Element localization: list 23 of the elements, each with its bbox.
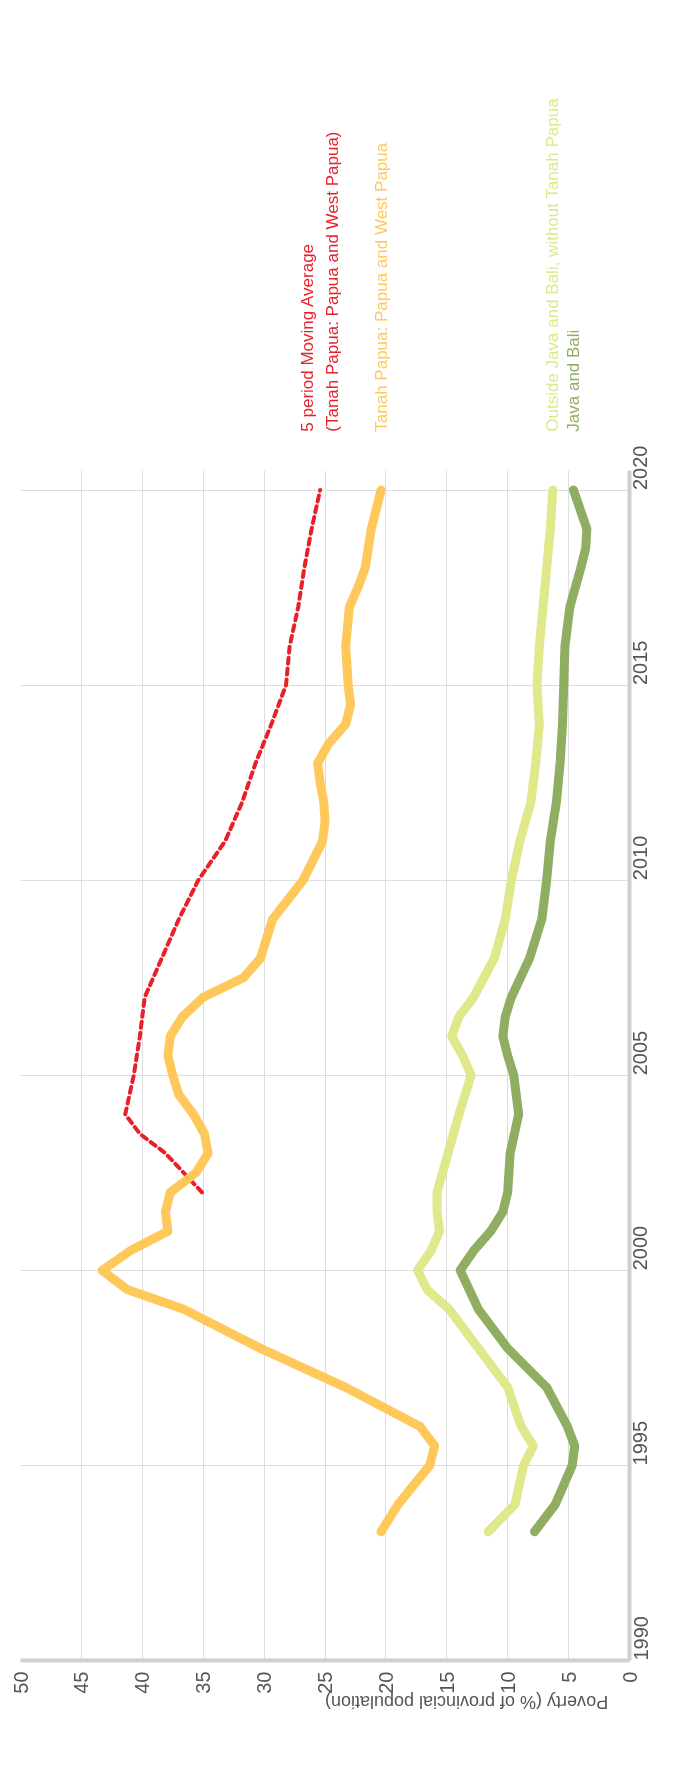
- x-tick-label: 15: [435, 1671, 458, 1694]
- y-tick-label: 2005: [629, 1030, 652, 1076]
- x-tick-label: 50: [9, 1671, 32, 1694]
- y-tick-label: 2015: [629, 640, 652, 686]
- x-tick-label: 40: [131, 1671, 154, 1694]
- text: Outside Java and Bali, without Tanah Papua: [543, 97, 563, 432]
- x-tick-label: 30: [253, 1671, 276, 1694]
- y-tick-label: 1995: [629, 1420, 652, 1466]
- y-tick-label: 2020: [629, 445, 652, 491]
- y-tick-label: 2010: [629, 835, 652, 881]
- x-axis-title: Poverty (% of provincial population): [325, 1691, 609, 1712]
- text: Java and Bali: [563, 329, 583, 432]
- text: 5 period Moving Average (Tanah Papua: Papua and West Papua): [298, 131, 342, 432]
- x-tick-label: 20: [374, 1671, 397, 1694]
- x-tick-label: 25: [314, 1671, 336, 1694]
- x-tick-label: 5: [557, 1671, 580, 1683]
- x-tick-label: 10: [496, 1671, 519, 1694]
- x-tick-label: 35: [192, 1671, 215, 1694]
- y-tick-label: 1990: [629, 1616, 652, 1661]
- x-tick-label: 45: [70, 1671, 93, 1694]
- y-tick-label: 2000: [629, 1225, 652, 1271]
- x-tick-label: 0: [618, 1671, 641, 1683]
- text: Tanah Papua: Papua and West Papua: [371, 142, 391, 432]
